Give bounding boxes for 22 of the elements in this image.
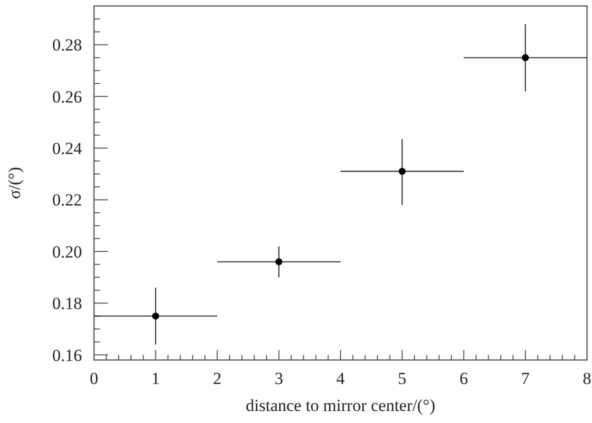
- point: [398, 168, 406, 175]
- y-axis-title: σ/(°): [5, 166, 24, 200]
- x-tick-label: 7: [521, 369, 530, 388]
- y-tick-label: 0.16: [52, 346, 82, 365]
- y-tick-label: 0.22: [52, 190, 82, 210]
- point: [275, 258, 282, 266]
- x-tick-label: 2: [213, 369, 222, 388]
- x-tick-label: 5: [398, 369, 406, 388]
- y-tick-label: 0.28: [52, 36, 82, 55]
- x-tick-label: 6: [460, 369, 468, 388]
- y-tick-label: 0.20: [52, 242, 82, 262]
- y-tick-label: 0.24: [52, 139, 82, 158]
- point: [152, 312, 160, 320]
- x-tick-label: 3: [274, 369, 284, 388]
- x-tick-label: 8: [582, 369, 592, 388]
- x-tick-label: 4: [336, 369, 346, 388]
- y-tick-label: 0.26: [52, 87, 82, 106]
- x-axis-title: distance to mirror center/(°): [246, 396, 436, 415]
- y-tick-label: 0.18: [52, 294, 82, 314]
- point: [522, 54, 529, 62]
- x-tick-label: 0: [90, 369, 98, 388]
- x-tick-label: 1: [151, 369, 160, 388]
